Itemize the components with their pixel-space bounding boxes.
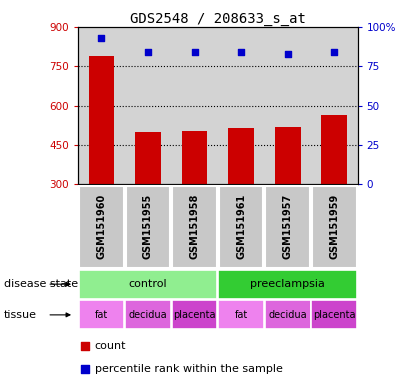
- Point: [331, 49, 337, 55]
- Bar: [219, 186, 263, 268]
- Bar: [135, 132, 161, 184]
- Bar: [172, 186, 217, 268]
- Point: [284, 51, 291, 57]
- Text: GSM151960: GSM151960: [97, 194, 106, 259]
- Bar: [89, 56, 114, 184]
- Text: disease state: disease state: [4, 279, 78, 289]
- Text: GSM151961: GSM151961: [236, 194, 246, 259]
- Bar: [312, 300, 357, 329]
- Text: decidua: decidua: [129, 310, 167, 320]
- Text: percentile rank within the sample: percentile rank within the sample: [95, 364, 283, 374]
- Bar: [218, 270, 357, 299]
- Text: GSM151959: GSM151959: [329, 194, 339, 259]
- Point: [238, 49, 245, 55]
- Point: [82, 343, 88, 349]
- Bar: [228, 128, 254, 184]
- Bar: [182, 131, 207, 184]
- Bar: [275, 127, 300, 184]
- Bar: [321, 115, 347, 184]
- Text: GSM151958: GSM151958: [189, 194, 199, 259]
- Bar: [79, 300, 124, 329]
- Text: count: count: [95, 341, 126, 351]
- Bar: [266, 186, 310, 268]
- Bar: [218, 300, 264, 329]
- Text: GSM151957: GSM151957: [283, 194, 293, 259]
- Text: control: control: [129, 279, 167, 289]
- Point: [191, 49, 198, 55]
- Point: [98, 35, 105, 41]
- Text: fat: fat: [235, 310, 248, 320]
- Title: GDS2548 / 208633_s_at: GDS2548 / 208633_s_at: [130, 12, 306, 26]
- Bar: [312, 186, 357, 268]
- Bar: [126, 186, 170, 268]
- Bar: [79, 270, 217, 299]
- Text: GSM151955: GSM151955: [143, 194, 153, 259]
- Text: placenta: placenta: [173, 310, 216, 320]
- Text: preeclampsia: preeclampsia: [250, 279, 325, 289]
- Text: decidua: decidua: [268, 310, 307, 320]
- Bar: [265, 300, 311, 329]
- Bar: [79, 186, 124, 268]
- Point: [82, 366, 88, 372]
- Point: [145, 49, 151, 55]
- Text: placenta: placenta: [313, 310, 356, 320]
- Bar: [172, 300, 217, 329]
- Bar: [125, 300, 171, 329]
- Text: fat: fat: [95, 310, 108, 320]
- Text: tissue: tissue: [4, 310, 37, 320]
